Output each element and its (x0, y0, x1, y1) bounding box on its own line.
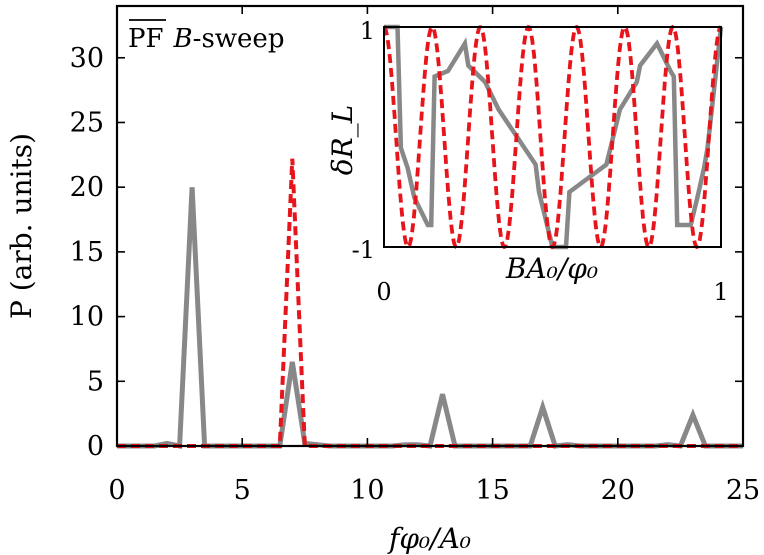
inset-chart: 0 1 1 -1 δR_L BA₀/φ₀ (326, 17, 729, 306)
main-xtick-label: 5 (234, 475, 251, 506)
inset-ytick-label: 1 (360, 17, 375, 45)
main-ytick-label: 30 (70, 43, 104, 74)
annotation-overline-part: PF (128, 24, 164, 54)
inset-xtick-label: 0 (376, 278, 391, 306)
main-xtick-label: 25 (726, 475, 760, 506)
annotation-rest-part: B (173, 24, 193, 54)
svg-text:PFB-sweep: PF B-sweep (128, 24, 284, 54)
main-ytick-label: 0 (87, 431, 104, 462)
main-annotation: PF B-sweep (128, 19, 284, 54)
inset-ytick-label: -1 (352, 236, 375, 264)
main-xtick-label: 0 (108, 475, 125, 506)
inset-ylabel: δR_L (326, 105, 359, 176)
main-plot-frame (115, 4, 745, 448)
main-ytick-label: 5 (87, 366, 104, 397)
main-xtick-label: 15 (475, 475, 509, 506)
main-ylabel: P (arb. units) (5, 133, 38, 319)
main-xtick-label: 20 (601, 475, 635, 506)
inset-xtick-label: 1 (713, 278, 728, 306)
main-xlabel: fφ₀/A₀ (387, 522, 471, 555)
main-ytick-label: 25 (70, 107, 104, 138)
main-xtick-label: 10 (350, 475, 384, 506)
main-ytick-label: 15 (70, 237, 104, 268)
main-ytick-label: 20 (70, 172, 104, 203)
annotation-suffix: -sweep (193, 24, 285, 54)
inset-xlabel: BA₀/φ₀ (505, 252, 598, 285)
main-ytick-label: 10 (70, 302, 104, 333)
inset-plot-frame (383, 26, 722, 248)
